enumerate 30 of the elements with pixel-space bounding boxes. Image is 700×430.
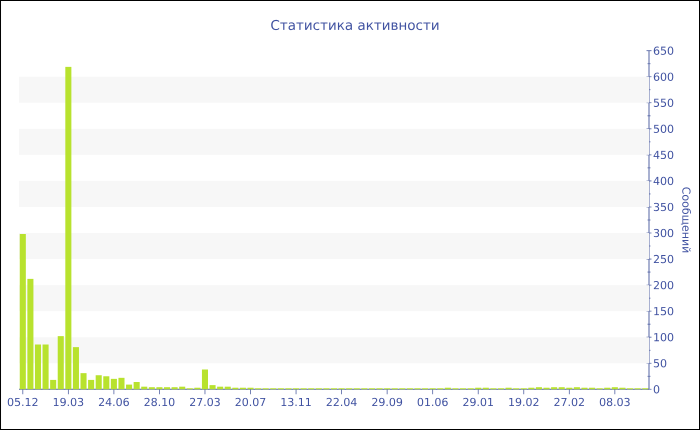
y-tick-label: 300 xyxy=(654,228,674,238)
y-tick-label: 100 xyxy=(654,333,674,342)
y-axis-title: Сообщений xyxy=(680,187,691,252)
x-tick-label: 24.06 xyxy=(98,398,129,406)
x-tick-label: 05.12 xyxy=(8,398,38,406)
x-tick-label: 13.11 xyxy=(282,398,311,406)
y-tick-label: 600 xyxy=(654,72,674,81)
y-tick-label: 0 xyxy=(654,385,660,394)
y-tick-label: 500 xyxy=(654,124,674,133)
x-tick-label: 19.02 xyxy=(509,398,538,406)
x-tick-label: 19.03 xyxy=(54,398,84,406)
x-tick-label: 01.06 xyxy=(418,398,448,406)
y-tick-label: 550 xyxy=(654,98,674,107)
y-tick-label: 150 xyxy=(654,306,674,316)
x-tick-label: 22.04 xyxy=(326,398,357,406)
x-tick-label: 29.01 xyxy=(463,398,493,406)
y-tick-label: 450 xyxy=(654,150,674,160)
y-tick-label: 250 xyxy=(654,254,674,264)
y-tick-label: 350 xyxy=(654,202,674,212)
x-tick-label: 20.07 xyxy=(236,398,266,406)
x-tick-label: 27.03 xyxy=(190,398,220,406)
x-tick-label: 29.09 xyxy=(372,398,402,406)
y-tick-label: 50 xyxy=(654,359,666,368)
y-tick-label: 200 xyxy=(654,280,674,290)
x-tick-label: 08.03 xyxy=(600,398,630,406)
x-tick-label: 27.02 xyxy=(554,398,584,406)
x-tick-label: 28.10 xyxy=(144,398,174,406)
chart-title: Статистика активности xyxy=(271,20,438,30)
y-tick-label: 650 xyxy=(654,46,674,55)
y-tick-label: 400 xyxy=(654,176,674,186)
